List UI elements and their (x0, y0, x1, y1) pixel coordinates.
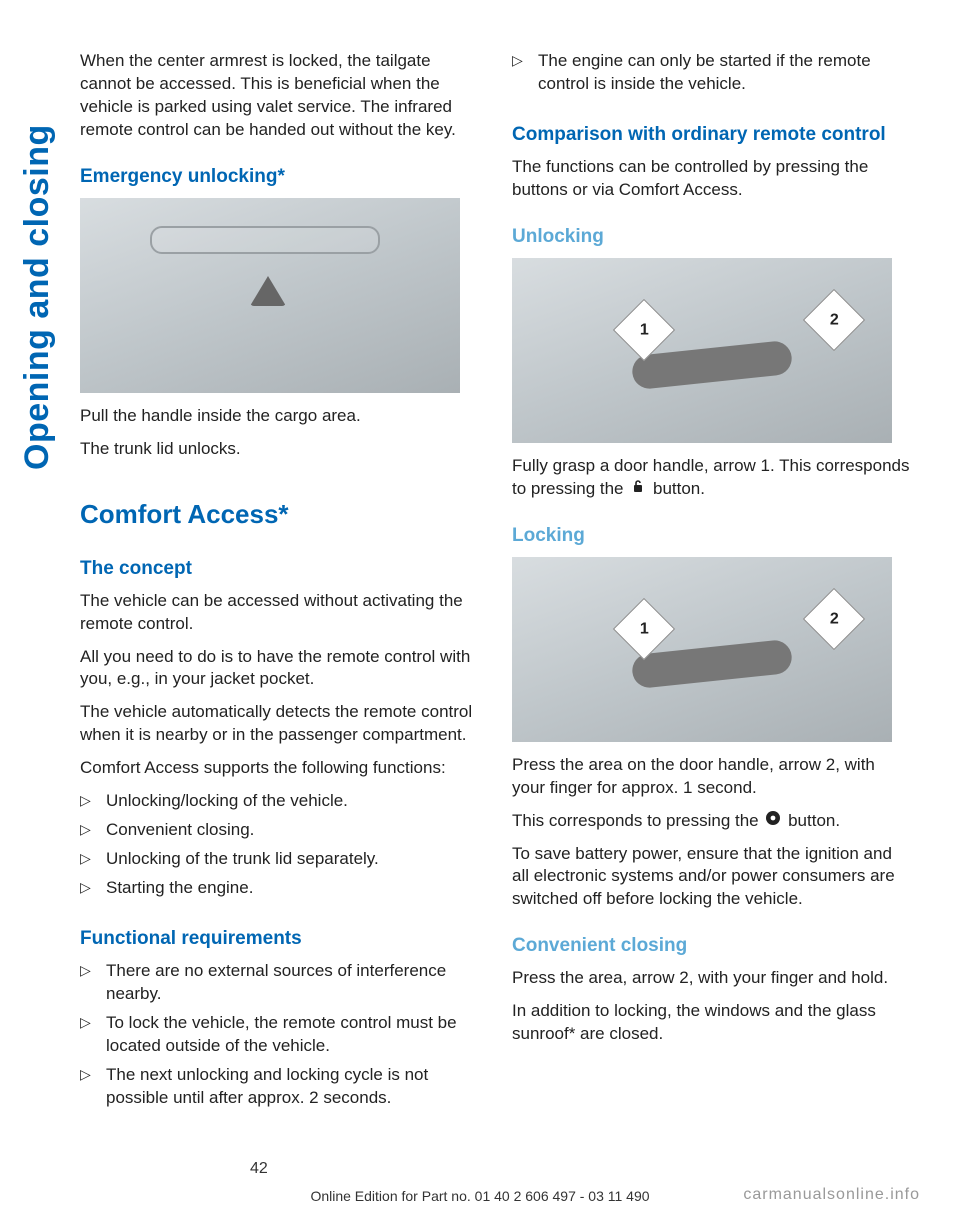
unlock-paragraph: Fully grasp a door handle, arrow 1. This… (512, 455, 912, 501)
list-item: ▷ Unlocking/locking of the vehicle. (80, 790, 480, 813)
arrow-2-label: 2 (803, 588, 865, 650)
arrow-1-text: 1 (640, 620, 649, 638)
lock-p3: To save battery power, ensure that the i… (512, 843, 912, 912)
functional-requirements-heading: Functional requirements (80, 928, 480, 950)
arrow-2-label: 2 (803, 289, 865, 351)
bullet-text: The engine can only be started if the re… (538, 50, 912, 96)
convenient-closing-heading: Convenient closing (512, 935, 912, 957)
page-number: 42 (250, 1160, 268, 1178)
bullet-text: There are no external sources of interfe… (106, 960, 480, 1006)
top-bullet-list: ▷ The engine can only be started if the … (512, 50, 912, 102)
list-item: ▷ To lock the vehicle, the remote contro… (80, 1012, 480, 1058)
bullet-icon: ▷ (80, 1064, 106, 1083)
page: Opening and closing When the center armr… (0, 0, 960, 1222)
concept-bullet-list: ▷ Unlocking/locking of the vehicle. ▷ Co… (80, 790, 480, 906)
bullet-text: To lock the vehicle, the remote control … (106, 1012, 480, 1058)
conv-p2: In addition to locking, the windows and … (512, 1000, 912, 1046)
concept-p4: Comfort Access supports the following fu… (80, 757, 480, 780)
arrow-1-label: 1 (613, 299, 675, 361)
lock-p2-before: This corresponds to pressing the (512, 811, 763, 830)
emergency-unlocking-heading: Emergency unlocking* (80, 166, 480, 188)
emergency-p1: Pull the handle inside the cargo area. (80, 405, 480, 428)
locking-heading: Locking (512, 525, 912, 547)
concept-p3: The vehicle automatically detects the re… (80, 701, 480, 747)
bullet-icon: ▷ (80, 848, 106, 867)
door-handle-lock-image: 1 2 (512, 557, 892, 742)
unlocking-heading: Unlocking (512, 226, 912, 248)
list-item: ▷ Starting the engine. (80, 877, 480, 900)
side-title: Opening and closing (18, 124, 57, 470)
unlock-text-before: Fully grasp a door handle, arrow 1. This… (512, 456, 910, 498)
comparison-heading: Comparison with ordinary remote control (512, 124, 912, 146)
intro-paragraph: When the center armrest is locked, the t… (80, 50, 480, 142)
watermark: carmanualsonline.info (743, 1186, 920, 1204)
list-item: ▷ There are no external sources of inter… (80, 960, 480, 1006)
lock-icon (765, 810, 781, 833)
bullet-text: Starting the engine. (106, 877, 253, 900)
bullet-icon: ▷ (80, 819, 106, 838)
bullet-icon: ▷ (512, 50, 538, 69)
comfort-access-heading: Comfort Access* (80, 499, 480, 530)
lock-p2: This corresponds to pressing the button. (512, 810, 912, 833)
right-column: ▷ The engine can only be started if the … (512, 50, 912, 1124)
trunk-handle-shape (150, 226, 380, 254)
columns: When the center armrest is locked, the t… (80, 50, 920, 1124)
conv-p1: Press the area, arrow 2, with your finge… (512, 967, 912, 990)
left-column: When the center armrest is locked, the t… (80, 50, 480, 1124)
concept-p2: All you need to do is to have the remote… (80, 646, 480, 692)
bullet-text: Unlocking/locking of the vehicle. (106, 790, 348, 813)
lock-p2-after: button. (788, 811, 840, 830)
list-item: ▷ Unlocking of the trunk lid separately. (80, 848, 480, 871)
emergency-p2: The trunk lid unlocks. (80, 438, 480, 461)
comparison-p: The functions can be controlled by press… (512, 156, 912, 202)
unlock-icon (630, 478, 646, 501)
bullet-icon: ▷ (80, 1012, 106, 1031)
arrow-2-text: 2 (830, 610, 839, 628)
concept-p1: The vehicle can be accessed without acti… (80, 590, 480, 636)
bullet-icon: ▷ (80, 960, 106, 979)
unlock-text-after: button. (653, 479, 705, 498)
trunk-triangle-icon (250, 276, 286, 306)
bullet-icon: ▷ (80, 790, 106, 809)
list-item: ▷ Convenient closing. (80, 819, 480, 842)
bullet-text: Convenient closing. (106, 819, 254, 842)
list-item: ▷ The next unlocking and locking cycle i… (80, 1064, 480, 1110)
bullet-icon: ▷ (80, 877, 106, 896)
door-handle-unlock-image: 1 2 (512, 258, 892, 443)
arrow-2-text: 2 (830, 311, 839, 329)
func-bullet-list: ▷ There are no external sources of inter… (80, 960, 480, 1116)
list-item: ▷ The engine can only be started if the … (512, 50, 912, 96)
arrow-1-text: 1 (640, 321, 649, 339)
trunk-interior-image (80, 198, 460, 393)
arrow-1-label: 1 (613, 598, 675, 660)
bullet-text: Unlocking of the trunk lid separately. (106, 848, 379, 871)
bullet-text: The next unlocking and locking cycle is … (106, 1064, 480, 1110)
lock-p1: Press the area on the door handle, arrow… (512, 754, 912, 800)
concept-heading: The concept (80, 558, 480, 580)
